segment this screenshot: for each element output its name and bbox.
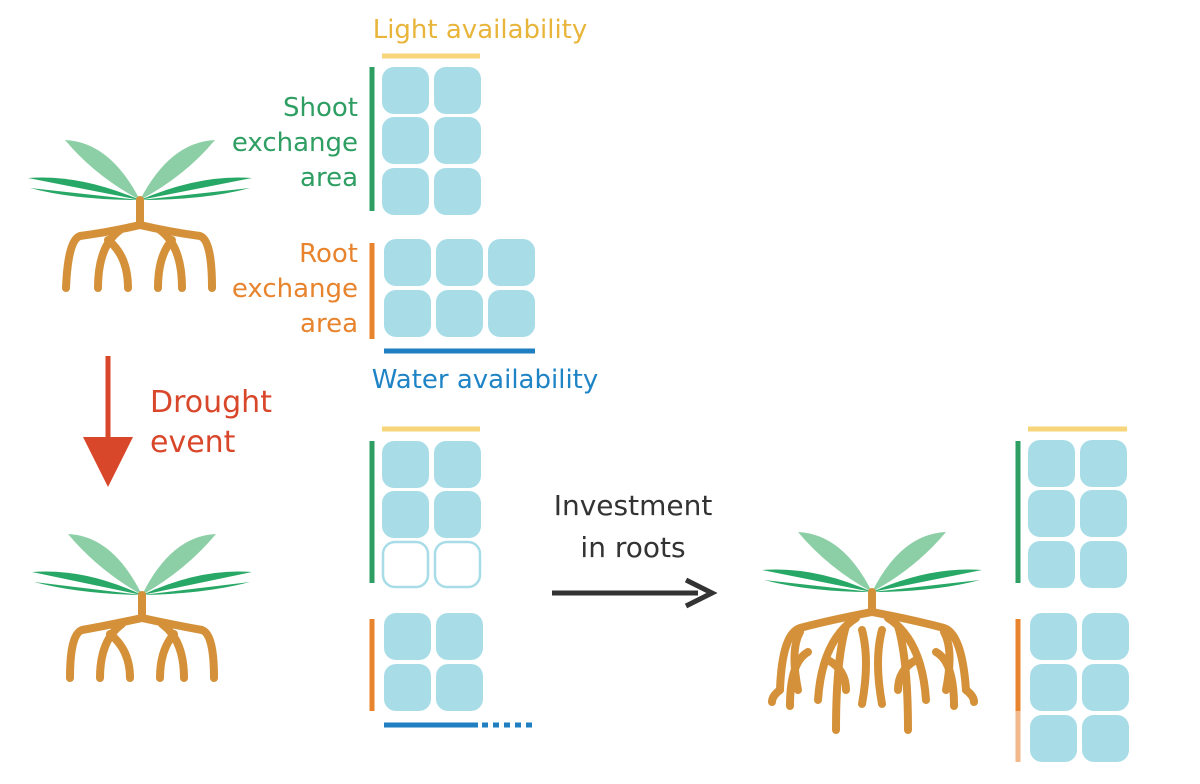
root-label-line3: area xyxy=(300,309,358,339)
plant-top-roots xyxy=(62,196,216,292)
investment-arrow-head xyxy=(684,577,718,609)
shoot-cells-mid-empty xyxy=(381,540,482,589)
shoot-label-line3: area xyxy=(300,163,358,193)
plant-right-roots xyxy=(768,588,978,734)
shoot-label-line2: exchange xyxy=(232,128,358,158)
shoot-cells-top xyxy=(382,67,481,215)
root-cells-top xyxy=(384,239,535,337)
root-cells-mid xyxy=(384,613,483,711)
root-cells-right xyxy=(1030,613,1129,762)
shoot-cells-mid xyxy=(382,441,481,538)
light-availability-label: Light availability xyxy=(373,15,588,45)
water-availability-label: Water availability xyxy=(372,365,599,395)
plant-bottom-leaves xyxy=(32,534,252,595)
plant-bottom-roots xyxy=(66,591,218,682)
plant-bottom-icon xyxy=(32,534,252,682)
plant-right-icon xyxy=(762,532,982,734)
root-label-line2: exchange xyxy=(232,274,358,304)
investment-label-line2: in roots xyxy=(580,531,685,564)
drought-label-line1: Drought xyxy=(150,385,272,420)
investment-label-line1: Investment xyxy=(554,489,713,522)
plant-top-icon xyxy=(28,140,252,292)
plant-right-leaves xyxy=(762,532,982,592)
drought-label-line2: event xyxy=(150,425,236,460)
plant-top-leaves xyxy=(28,140,252,200)
root-label-line1: Root xyxy=(299,239,358,269)
shoot-label-line1: Shoot xyxy=(283,93,358,123)
shoot-cells-right xyxy=(1028,440,1127,588)
